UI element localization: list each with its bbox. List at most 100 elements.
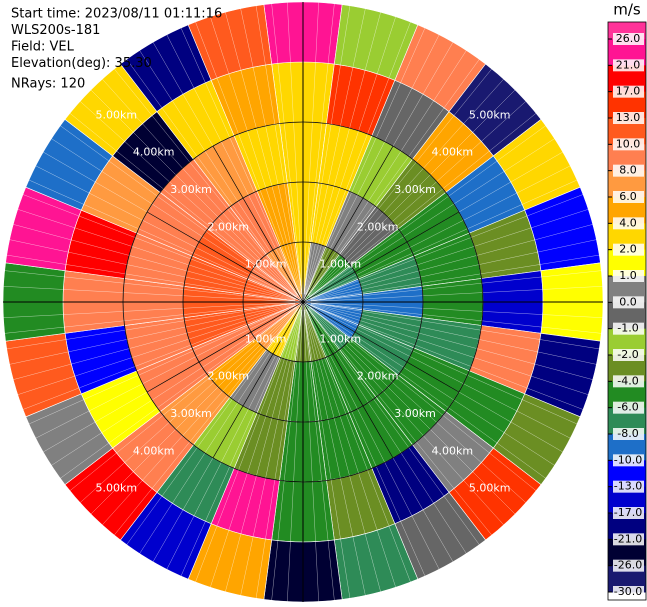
ray-gap	[287, 2, 303, 295]
ray-gap	[60, 125, 297, 298]
ray-gap	[304, 12, 381, 295]
ray-gap	[102, 307, 298, 526]
range-label: 3.00km	[394, 183, 436, 196]
colorbar-tick-label: 4.0	[619, 216, 637, 229]
ray-gap	[17, 209, 296, 300]
ray-gap	[240, 8, 302, 295]
ray-gap	[255, 309, 302, 599]
ray-gap	[308, 307, 516, 515]
ray-gap	[309, 125, 546, 298]
colorbar-tick-label: 21.0	[616, 58, 641, 71]
range-label: 4.00km	[133, 444, 175, 457]
ray-gap	[310, 286, 603, 302]
ray-gap	[310, 305, 571, 439]
ray-gap	[195, 309, 301, 583]
header-line: Field: VEL	[11, 40, 75, 55]
colorbar-tick-label: 26.0	[616, 32, 641, 45]
ray-gap	[90, 89, 298, 297]
range-label: 3.00km	[394, 407, 436, 420]
colorbar-tick-label: -10.0	[614, 453, 642, 466]
tick-label-bg	[613, 322, 644, 335]
range-label: 1.00km	[245, 332, 287, 345]
colorbar-tick-label: 0.0	[619, 295, 637, 308]
tick-label-bg	[613, 349, 644, 361]
ray-gap	[4, 302, 296, 334]
ray-gap	[308, 307, 504, 526]
ray-gap	[287, 309, 303, 602]
header-line: NRays: 120	[11, 77, 85, 92]
ray-gap	[305, 309, 411, 583]
spoke	[146, 211, 304, 303]
ray-gap	[303, 3, 335, 295]
ray-gap	[9, 303, 296, 365]
spoke	[212, 301, 304, 459]
ray-gap	[6, 303, 296, 350]
ray-gap	[79, 101, 298, 297]
ray-gap	[180, 309, 300, 577]
colorbar-tick-label: -21.0	[614, 532, 642, 545]
ray-gap	[4, 270, 296, 302]
range-label: 5.00km	[96, 108, 138, 121]
ray-gap	[309, 306, 546, 479]
colorbar-tick-label: -17.0	[614, 506, 642, 519]
ray-gap	[271, 3, 303, 295]
ray-gap	[310, 304, 589, 395]
ray-gap	[308, 78, 504, 297]
colorbar-tick-label: -2.0	[617, 348, 638, 361]
ray-gap	[28, 305, 296, 425]
ray-gap	[310, 304, 584, 410]
ray-gap	[310, 270, 602, 302]
ray-gap	[304, 309, 351, 599]
colorbar-tick-label: -1.0	[617, 322, 638, 335]
colorbar-tick-label: 10.0	[616, 137, 641, 150]
range-label: 2.00km	[357, 220, 399, 233]
ray-gap	[308, 101, 527, 297]
ray-gap	[309, 306, 537, 491]
ray-gap	[304, 5, 351, 295]
tick-label-bg	[613, 375, 644, 388]
colorbar-tick-label: -30.0	[614, 585, 642, 598]
ray-gap	[102, 78, 298, 297]
ray-gap	[309, 138, 555, 298]
ray-gap	[22, 194, 296, 300]
ray-gap	[310, 303, 593, 380]
ray-gap	[307, 308, 492, 536]
range-label: 5.00km	[469, 108, 511, 121]
ray-gap	[126, 59, 299, 296]
spoke	[302, 145, 394, 303]
ray-gap	[303, 309, 319, 602]
range-label: 4.00km	[432, 146, 474, 159]
tick-label-bg	[613, 559, 644, 572]
range-ring	[182, 181, 424, 423]
ray-gap	[307, 68, 492, 296]
range-label: 5.00km	[469, 482, 511, 495]
tick-label-bg	[613, 454, 644, 467]
ray-gap	[195, 21, 301, 295]
ray-gap	[306, 309, 426, 577]
range-label: 1.00km	[320, 332, 362, 345]
ray-gap	[114, 68, 299, 296]
spoke	[212, 145, 304, 303]
range-label: 2.00km	[208, 220, 250, 233]
ray-gap	[139, 50, 299, 296]
header-line: Start time: 2023/08/11 01:11:16	[11, 7, 222, 22]
ray-gap	[35, 165, 296, 299]
ray-gap	[180, 27, 300, 295]
tick-label-bg	[613, 138, 644, 151]
ray-gap	[309, 113, 537, 298]
ray-gap	[3, 286, 296, 302]
ray-gap	[126, 308, 299, 545]
tick-label-bg	[613, 217, 644, 230]
ray-gap	[79, 307, 298, 503]
range-label: 4.00km	[432, 444, 474, 457]
ray-gap	[305, 16, 396, 295]
ray-gap	[306, 27, 426, 295]
spoke	[302, 301, 460, 393]
ray-gap	[225, 309, 302, 592]
colorbar-title: m/s	[613, 1, 641, 19]
ray-gap	[17, 304, 296, 395]
ray-gap	[305, 21, 411, 295]
range-label: 3.00km	[170, 407, 212, 420]
colorbar-frame	[607, 21, 647, 601]
